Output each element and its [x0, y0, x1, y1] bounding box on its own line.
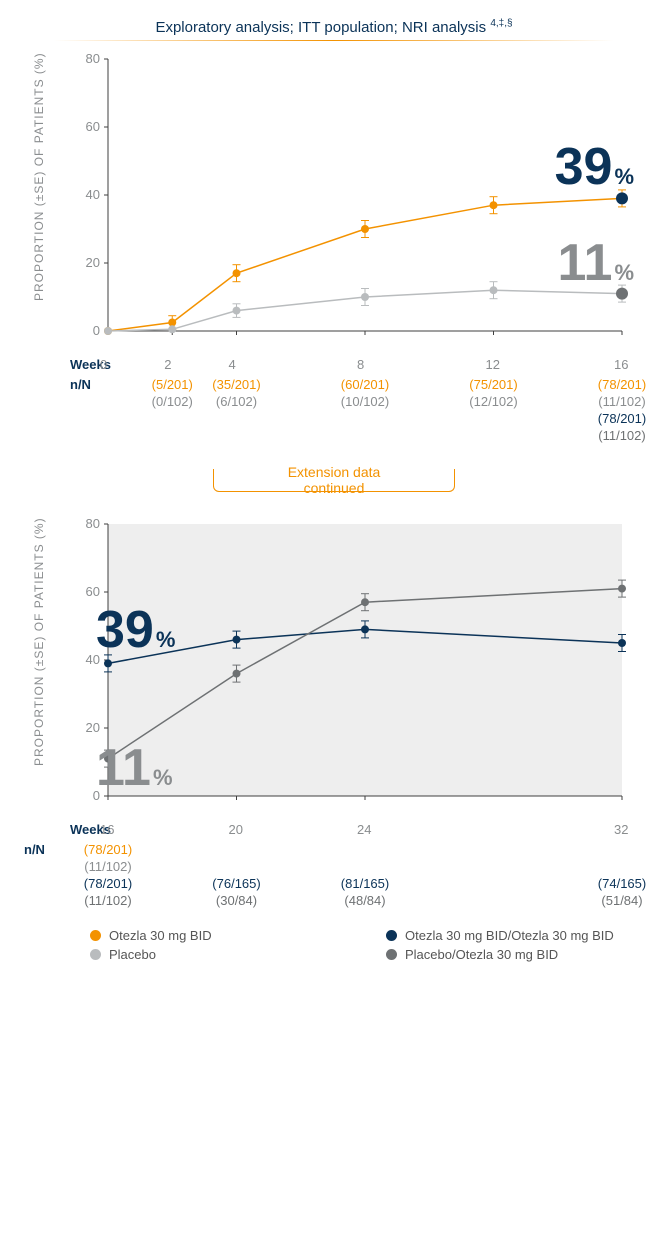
nn-value: (35/201): [212, 377, 260, 392]
svg-text:60: 60: [86, 584, 100, 599]
week-tick: 16: [614, 357, 628, 372]
nn-value: (11/102): [598, 394, 645, 409]
week-tick: 20: [229, 822, 243, 837]
callout-39: 39%: [555, 141, 634, 193]
nn-value: (11/102): [84, 893, 131, 908]
weeks-row-2: Weeks 16202432: [70, 822, 658, 838]
nn-value: (51/84): [601, 893, 642, 908]
legend-label: Otezla 30 mg BID/Otezla 30 mg BID: [405, 928, 614, 943]
nn-value: (12/102): [469, 394, 517, 409]
nn-value: (60/201): [341, 377, 389, 392]
svg-text:80: 80: [86, 516, 100, 531]
legend-dot: [90, 949, 101, 960]
chart-title: Exploratory analysis; ITT population; NR…: [10, 18, 658, 36]
chart-1: PROPORTION (±SE) OF PATIENTS (%) 39% 11%…: [70, 51, 630, 351]
week-tick: 32: [614, 822, 628, 837]
nn-value: (74/165): [598, 876, 646, 891]
callout-39-b: 39%: [96, 604, 175, 656]
week-tick: 24: [357, 822, 371, 837]
nn-value: (78/201): [598, 411, 646, 426]
legend: Otezla 30 mg BID Otezla 30 mg BID/Otezla …: [90, 928, 658, 962]
callout-11-b: 11%: [96, 742, 173, 794]
svg-text:60: 60: [86, 119, 100, 134]
legend-item: Otezla 30 mg BID: [90, 928, 362, 943]
nn-value: (75/201): [469, 377, 517, 392]
nn-value: (78/201): [84, 842, 132, 857]
nn-value: (6/102): [216, 394, 257, 409]
nn-value: (0/102): [152, 394, 193, 409]
week-tick: 2: [164, 357, 171, 372]
legend-dot: [90, 930, 101, 941]
weeks-row-1: Weeks 02481216: [70, 357, 658, 373]
chart-1-svg: 0 20 40 60 80: [70, 51, 630, 351]
legend-dot: [386, 949, 397, 960]
chart-2: PROPORTION (±SE) OF PATIENTS (%) 39% 11%…: [70, 516, 630, 816]
svg-text:0: 0: [93, 323, 100, 338]
legend-dot: [386, 930, 397, 941]
y-axis-label-2: PROPORTION (±SE) OF PATIENTS (%): [32, 518, 46, 767]
nn-row-1: n/N (5/201)(35/201)(60/201)(75/201)(78/2…: [70, 377, 658, 445]
week-tick: 8: [357, 357, 364, 372]
legend-item: Placebo/Otezla 30 mg BID: [386, 947, 658, 962]
legend-label: Placebo: [109, 947, 156, 962]
nn-value: (78/201): [598, 377, 646, 392]
y-axis-label: PROPORTION (±SE) OF PATIENTS (%): [32, 52, 46, 301]
week-tick: 0: [100, 357, 107, 372]
nn-value: (11/102): [84, 859, 131, 874]
nn-value: (76/165): [212, 876, 260, 891]
svg-text:40: 40: [86, 187, 100, 202]
nn-value: (30/84): [216, 893, 257, 908]
nn-value: (78/201): [84, 876, 132, 891]
nn-value: (81/165): [341, 876, 389, 891]
legend-label: Placebo/Otezla 30 mg BID: [405, 947, 558, 962]
nn-value: (5/201): [152, 377, 193, 392]
week-tick: 16: [100, 822, 114, 837]
svg-text:20: 20: [86, 720, 100, 735]
callout-11: 11%: [557, 237, 634, 289]
nn-value: (11/102): [598, 428, 645, 443]
svg-text:80: 80: [86, 51, 100, 66]
extension-divider: Extension data continued: [54, 469, 614, 496]
nn-row-2: n/N (78/201)(11/102)(78/201)(76/165)(81/…: [24, 842, 658, 910]
legend-label: Otezla 30 mg BID: [109, 928, 212, 943]
week-tick: 12: [486, 357, 500, 372]
nn-value: (10/102): [341, 394, 389, 409]
svg-text:20: 20: [86, 255, 100, 270]
legend-item: Otezla 30 mg BID/Otezla 30 mg BID: [386, 928, 658, 943]
title-divider: [54, 40, 614, 41]
nn-value: (48/84): [344, 893, 385, 908]
week-tick: 4: [229, 357, 236, 372]
legend-item: Placebo: [90, 947, 362, 962]
